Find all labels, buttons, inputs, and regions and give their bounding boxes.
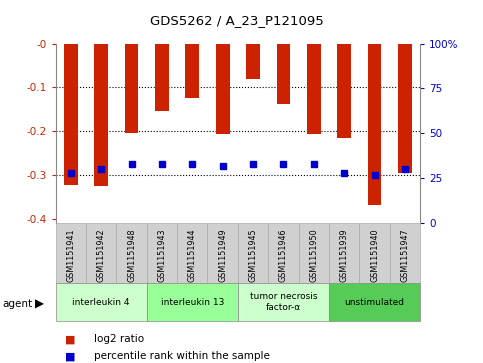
Text: interleukin 13: interleukin 13 xyxy=(161,298,224,307)
Bar xyxy=(329,283,420,321)
Bar xyxy=(185,44,199,98)
Text: GSM1151939: GSM1151939 xyxy=(340,228,349,282)
Bar xyxy=(359,223,390,283)
Bar xyxy=(147,283,238,321)
Text: GSM1151945: GSM1151945 xyxy=(249,228,257,282)
Text: GSM1151941: GSM1151941 xyxy=(66,228,75,282)
Text: percentile rank within the sample: percentile rank within the sample xyxy=(94,351,270,362)
Bar xyxy=(155,44,169,111)
Text: GDS5262 / A_23_P121095: GDS5262 / A_23_P121095 xyxy=(150,15,324,28)
Bar xyxy=(298,223,329,283)
Bar xyxy=(307,44,321,134)
Text: GSM1151946: GSM1151946 xyxy=(279,228,288,282)
Bar xyxy=(125,44,138,134)
Text: interleukin 4: interleukin 4 xyxy=(72,298,130,307)
Text: GSM1151940: GSM1151940 xyxy=(370,228,379,282)
Bar xyxy=(368,44,382,205)
Text: GSM1151947: GSM1151947 xyxy=(400,228,410,282)
Bar xyxy=(208,223,238,283)
Bar xyxy=(56,223,86,283)
Bar xyxy=(177,223,208,283)
Bar xyxy=(216,44,229,134)
Bar xyxy=(238,283,329,321)
Bar xyxy=(268,223,298,283)
Text: GSM1151942: GSM1151942 xyxy=(97,228,106,282)
Bar xyxy=(238,223,268,283)
Bar xyxy=(398,44,412,173)
Text: log2 ratio: log2 ratio xyxy=(94,334,144,344)
Text: GSM1151944: GSM1151944 xyxy=(188,228,197,282)
Text: agent: agent xyxy=(2,299,32,309)
Bar xyxy=(94,44,108,186)
Bar xyxy=(147,223,177,283)
Bar xyxy=(64,44,78,185)
Text: unstimulated: unstimulated xyxy=(345,298,405,307)
Text: tumor necrosis
factor-α: tumor necrosis factor-α xyxy=(250,293,317,312)
Bar xyxy=(390,223,420,283)
Text: GSM1151949: GSM1151949 xyxy=(218,228,227,282)
Text: GSM1151943: GSM1151943 xyxy=(157,228,167,282)
Text: ▶: ▶ xyxy=(35,297,44,310)
Bar xyxy=(329,223,359,283)
Bar xyxy=(56,283,147,321)
Bar xyxy=(277,44,290,104)
Text: ■: ■ xyxy=(65,351,76,362)
Text: ■: ■ xyxy=(65,334,76,344)
Text: GSM1151950: GSM1151950 xyxy=(309,228,318,282)
Bar xyxy=(246,44,260,79)
Bar xyxy=(86,223,116,283)
Text: GSM1151948: GSM1151948 xyxy=(127,228,136,282)
Bar xyxy=(338,44,351,138)
Bar xyxy=(116,223,147,283)
